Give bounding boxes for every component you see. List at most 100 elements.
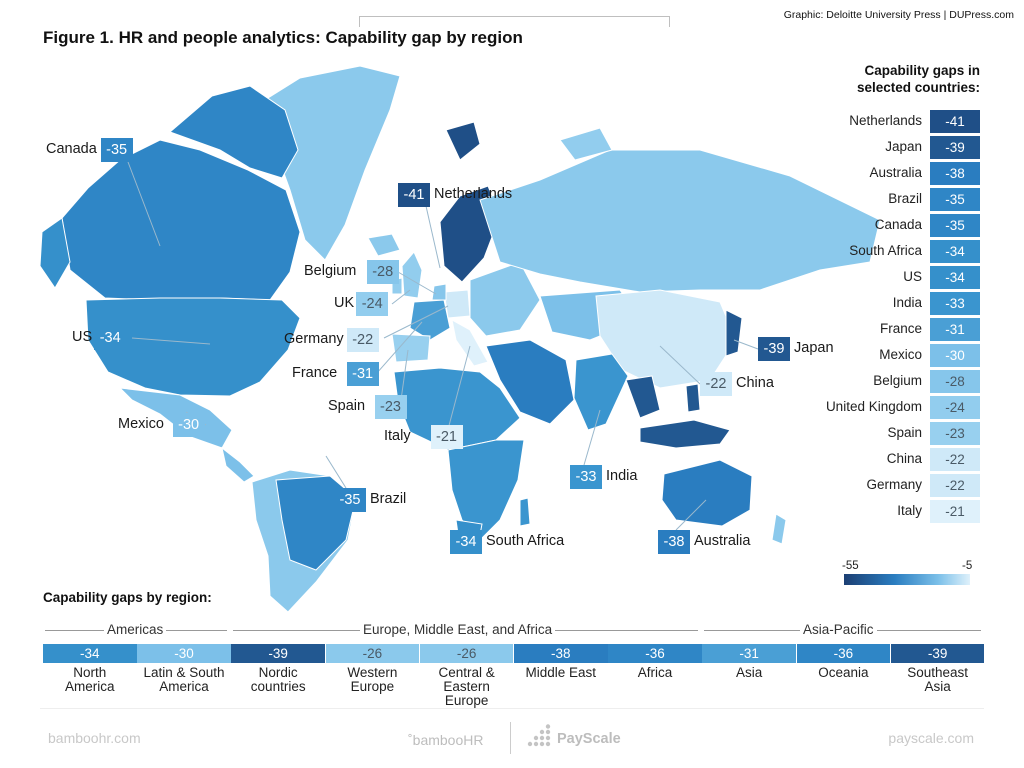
legend-country-value: -21 <box>930 500 980 523</box>
region-name: Nordic countries <box>231 666 325 694</box>
legend-country-name: India <box>892 295 922 310</box>
region-name-line1: North <box>73 665 107 680</box>
map-label-value-us: -34 <box>94 326 127 350</box>
legend-row: Spain -23 <box>790 422 980 445</box>
region-section-title: Capability gaps by region: <box>43 590 212 605</box>
legend-country-value: -28 <box>930 370 980 393</box>
region-name-line2: Europe <box>350 679 395 694</box>
map-label-name-belgium: Belgium <box>304 263 357 279</box>
map-label-name-canada: Canada <box>46 141 97 157</box>
map-label-name-china: China <box>736 375 774 391</box>
map-region-novaya-zemlya <box>559 127 613 161</box>
region-value-box: -38 <box>514 644 608 663</box>
region-name: Latin & South America <box>137 666 231 694</box>
legend-row: South Africa -34 <box>790 240 980 263</box>
map-region-eastern-europe <box>469 261 541 337</box>
leader-line-france <box>375 321 423 375</box>
footer-bamboohr-url[interactable]: bamboohr.com <box>48 730 141 746</box>
map-label-name-south-africa: South Africa <box>486 533 565 549</box>
leader-line-belgium <box>397 271 437 295</box>
legend-country-value: -34 <box>930 240 980 263</box>
legend-country-value: -31 <box>930 318 980 341</box>
region-name-line2: countries <box>250 679 306 694</box>
region-value-box: -36 <box>608 644 702 663</box>
map-region-central-america <box>221 446 255 483</box>
map-label-value-australia: -38 <box>658 530 690 554</box>
legend-row: Mexico -30 <box>790 344 980 367</box>
legend-row: Canada -35 <box>790 214 980 237</box>
legend-title-line2: selected countries: <box>856 80 980 95</box>
legend-country-name: Japan <box>885 139 922 154</box>
region-value-box: -39 <box>890 644 985 663</box>
region-name-line1: Western <box>347 665 398 680</box>
region-name-line2: Asia <box>924 679 951 694</box>
map-label-value-china: -22 <box>700 372 732 396</box>
region-name-line2: America <box>65 679 115 694</box>
map-region-france <box>409 299 451 341</box>
legend-country-value: -34 <box>930 266 980 289</box>
footer-payscale-url[interactable]: payscale.com <box>888 730 974 746</box>
region-value-box: -31 <box>702 644 796 663</box>
legend-title-line1: Capability gaps in <box>864 63 980 78</box>
map-label-value-france: -31 <box>346 362 379 386</box>
legend-row: US -34 <box>790 266 980 289</box>
legend-row: United Kingdom -24 <box>790 396 980 419</box>
bamboohr-logo: ˚bambooHR <box>408 732 484 748</box>
color-scale-bar <box>844 574 970 585</box>
region-name-line1: Asia <box>736 665 763 680</box>
legend-country-name: Canada <box>874 217 922 232</box>
map-label-name-us: US <box>72 329 93 345</box>
leader-line-italy <box>445 345 471 438</box>
region-name: Middle East <box>514 666 608 680</box>
map-label-value-canada: -35 <box>100 138 133 162</box>
map-label-value-mexico: -30 <box>172 413 205 437</box>
legend-country-value: -41 <box>930 110 980 133</box>
map-region-greenland <box>267 65 401 261</box>
leader-line-japan <box>733 339 759 350</box>
map-label-name-uk: UK <box>334 295 355 311</box>
legend-country-value: -33 <box>930 292 980 315</box>
region-name-line1: Nordic <box>258 665 298 680</box>
legend-row: Japan -39 <box>790 136 980 159</box>
top-frame <box>359 16 670 27</box>
legend-country-value: -30 <box>930 344 980 367</box>
figure-title: Figure 1. HR and people analytics: Capab… <box>43 28 523 47</box>
map-label-value-germany: -22 <box>346 328 379 352</box>
map-label-name-brazil: Brazil <box>370 491 407 507</box>
map-region-spain <box>391 333 431 363</box>
map-region-uk <box>401 251 423 299</box>
region-group-label: Europe, Middle East, and Africa <box>360 622 556 637</box>
map-label-value-brazil: -35 <box>334 488 366 512</box>
leader-line-canada <box>127 161 161 247</box>
region-value-box: -39 <box>231 644 325 663</box>
footer-divider-line <box>40 708 984 709</box>
region-name-line1: Central & <box>438 665 495 680</box>
region-group-label: Asia-Pacific <box>800 622 877 637</box>
map-label-name-mexico: Mexico <box>118 416 164 432</box>
leader-lines <box>127 161 759 537</box>
region-name-line2: America <box>159 679 209 694</box>
map-region-new-zealand <box>771 513 787 545</box>
map-region-us <box>85 297 301 397</box>
legend-row: Germany -22 <box>790 474 980 497</box>
map-label-value-netherlands: -41 <box>398 183 430 207</box>
legend-country-name: Belgium <box>873 373 922 388</box>
leader-line-netherlands <box>425 205 441 269</box>
legend-row: Netherlands -41 <box>790 110 980 133</box>
map-region-philippines <box>685 383 701 413</box>
map-region-india <box>573 353 629 431</box>
leader-line-china <box>659 345 701 385</box>
region-value-box: -34 <box>43 644 137 663</box>
leader-line-india <box>583 409 601 466</box>
map-label-value-uk: -24 <box>356 292 389 316</box>
region-name: Central & Eastern Europe <box>420 666 514 708</box>
legend-country-value: -39 <box>930 136 980 159</box>
map-label-name-france: France <box>292 365 338 381</box>
map-region-se-asia <box>625 375 661 419</box>
payscale-logo: PayScale <box>557 731 621 747</box>
map-label-value-south-africa: -34 <box>450 530 482 554</box>
legend-country-name: Netherlands <box>849 113 922 128</box>
map-label-value-japan: -39 <box>758 337 790 361</box>
map-label-name-germany: Germany <box>284 331 344 347</box>
